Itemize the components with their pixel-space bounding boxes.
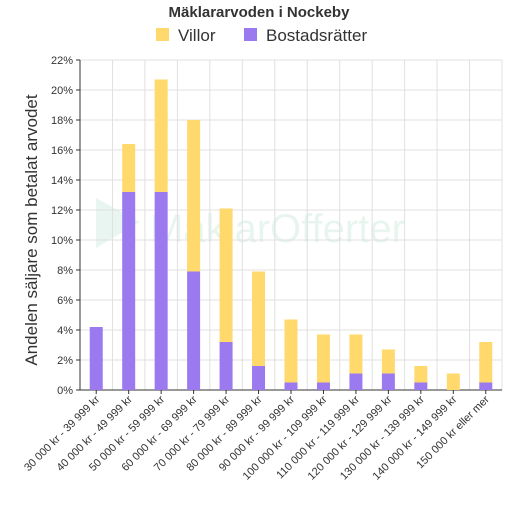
- legend-label: Bostadsrätter: [266, 26, 367, 45]
- bar-segment: [89, 327, 103, 390]
- bar-segment: [122, 192, 136, 390]
- bar-segment: [154, 79, 168, 192]
- y-tick-label: 2%: [57, 355, 73, 367]
- bar-segment: [446, 373, 460, 390]
- bar-segment: [154, 192, 168, 390]
- bar-segment: [414, 366, 428, 383]
- bar-segment: [316, 334, 330, 383]
- bar-segment: [381, 349, 395, 374]
- chart-title: Mäklararvoden i Nockeby: [169, 4, 351, 21]
- y-axis-ticks: 0% 2% 4% 6% 8% 10% 12% 14% 16% 18% 20% 22%: [51, 55, 80, 397]
- bar-segment: [381, 373, 395, 390]
- bar-segment: [284, 382, 298, 390]
- bar-segment: [187, 271, 201, 390]
- bar-segment: [219, 342, 233, 390]
- watermark: MäklarOfferter: [96, 198, 405, 251]
- bar-segment: [349, 373, 363, 390]
- y-tick-label: 16%: [51, 145, 73, 157]
- y-tick-label: 14%: [51, 175, 73, 187]
- y-tick-label: 20%: [51, 85, 73, 97]
- y-tick-label: 8%: [57, 265, 73, 277]
- legend: Villor Bostadsrätter: [156, 26, 367, 45]
- bars: [89, 79, 493, 390]
- bar-segment: [252, 366, 266, 390]
- legend-swatch: [244, 28, 257, 41]
- legend-swatch: [156, 28, 169, 41]
- bar-segment: [349, 334, 363, 374]
- bar-segment: [187, 120, 201, 272]
- y-tick-label: 4%: [57, 325, 73, 337]
- bar-segment: [252, 271, 266, 366]
- bar-segment: [316, 382, 330, 390]
- y-tick-label: 10%: [51, 235, 73, 247]
- y-tick-label: 18%: [51, 115, 73, 127]
- y-tick-label: 6%: [57, 295, 73, 307]
- bar-segment: [219, 208, 233, 342]
- gridlines: [79, 59, 503, 391]
- bar-segment: [414, 382, 428, 390]
- y-tick-label: 0%: [57, 385, 73, 397]
- bar-segment: [479, 342, 493, 383]
- bar-segment: [122, 144, 136, 192]
- y-tick-label: 22%: [51, 55, 73, 67]
- y-axis-label: Andelen säljare som betalat arvodet: [22, 94, 41, 365]
- legend-label: Villor: [178, 26, 216, 45]
- bar-segment: [479, 382, 493, 390]
- bar-segment: [284, 319, 298, 383]
- y-tick-label: 12%: [51, 205, 73, 217]
